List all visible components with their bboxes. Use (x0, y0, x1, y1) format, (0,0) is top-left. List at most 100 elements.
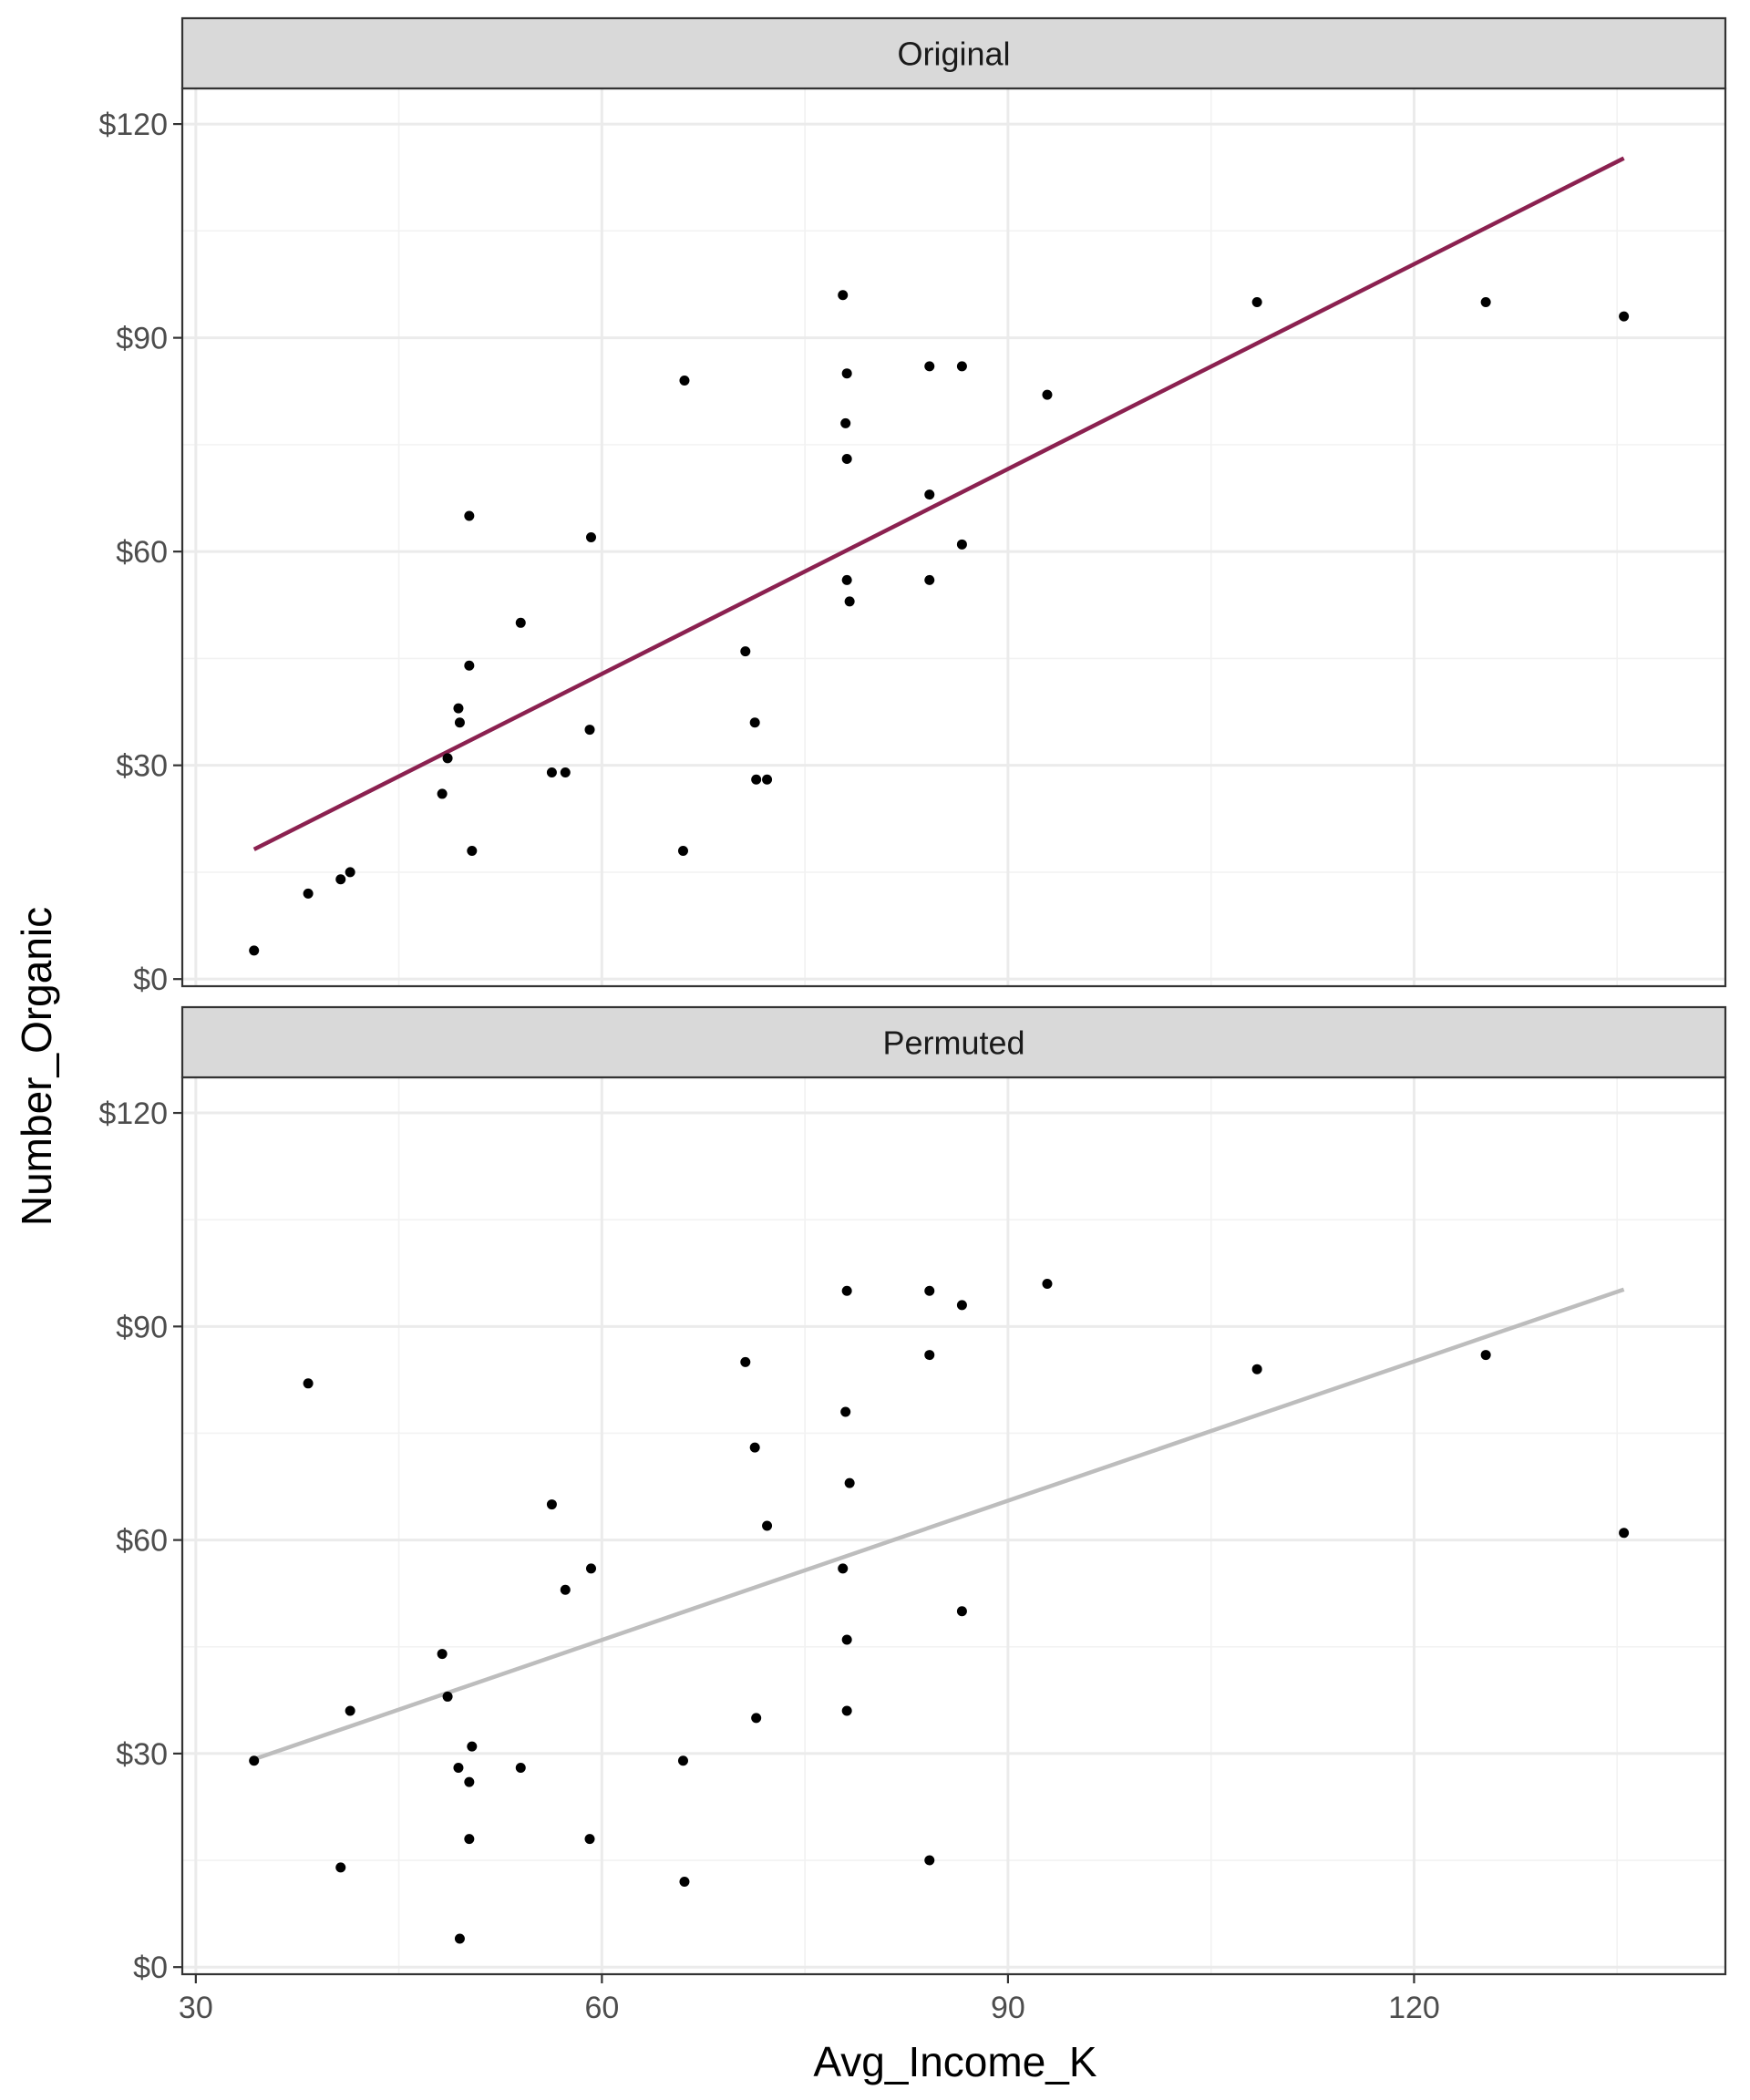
data-point (442, 1691, 453, 1702)
facet-strip-label: Permuted (882, 1024, 1024, 1062)
x-axis: 30 60 90 120 (179, 1974, 1440, 2025)
data-point (464, 1776, 475, 1787)
data-point (841, 368, 852, 379)
data-point (1480, 1350, 1491, 1361)
x-tick-label: 90 (991, 1991, 1025, 2025)
data-point (467, 1741, 478, 1752)
data-point (464, 510, 475, 521)
data-point (751, 1713, 762, 1724)
data-point (515, 617, 526, 628)
data-point (1251, 1364, 1262, 1374)
data-point (844, 596, 855, 607)
data-point (841, 1705, 852, 1716)
data-point (585, 532, 596, 542)
data-point (454, 717, 465, 728)
data-point (956, 1606, 967, 1617)
data-point (303, 888, 314, 899)
data-point (956, 361, 967, 372)
data-point (762, 1520, 773, 1531)
data-point (437, 788, 448, 799)
data-point (751, 774, 762, 785)
y-axis-title: Number_Organic (13, 907, 60, 1226)
data-point (454, 1933, 465, 1944)
x-tick-label: 30 (179, 1991, 213, 2025)
data-point (249, 1755, 260, 1766)
x-tick-label: 120 (1388, 1991, 1440, 2025)
data-point (546, 767, 557, 777)
x-axis-title: Avg_Income_K (813, 2038, 1096, 2085)
data-point (467, 845, 478, 856)
data-point (1042, 1278, 1053, 1289)
data-point (840, 417, 851, 428)
data-point (335, 874, 346, 885)
y-tick-label: $30 (116, 749, 168, 784)
y-tick-label: $60 (116, 535, 168, 570)
data-point (345, 867, 355, 878)
data-point (515, 1763, 526, 1774)
data-point (1619, 1528, 1630, 1539)
trend-line-original (252, 156, 1625, 851)
data-point (749, 717, 760, 728)
data-point (841, 574, 852, 585)
facet-strip (180, 16, 1727, 90)
y-tick-label: $0 (133, 962, 168, 997)
data-point (249, 945, 260, 956)
facet-panels: Original $0 $30 $60 $90 $120 Permuted $0 $30 $60 $… (98, 16, 1727, 1985)
data-point (437, 1649, 448, 1660)
data-point (1251, 297, 1262, 308)
facet-panel-permuted: Permuted $0 $30 $60 $90 $120 (98, 1005, 1727, 1985)
data-point (838, 1563, 849, 1574)
facet-strip (180, 1005, 1727, 1079)
y-tick-label: $90 (116, 322, 168, 356)
x-tick-label: 60 (584, 1991, 619, 2025)
data-point (453, 1763, 464, 1774)
data-point (464, 1834, 475, 1845)
data-point (762, 774, 773, 785)
data-point (841, 1285, 852, 1296)
data-point (584, 725, 595, 736)
data-point (740, 1356, 751, 1367)
data-point (1042, 389, 1053, 400)
data-point (546, 1499, 557, 1510)
panel-background (182, 1077, 1725, 1974)
data-point (453, 703, 464, 714)
data-point (956, 539, 967, 550)
data-point (335, 1862, 346, 1873)
data-point (345, 1705, 355, 1716)
data-point (303, 1378, 314, 1389)
data-point (740, 646, 751, 657)
data-point (840, 1406, 851, 1417)
data-point (749, 1442, 760, 1453)
data-point (679, 376, 690, 386)
data-point (841, 1634, 852, 1645)
y-tick-label: $90 (116, 1310, 168, 1344)
data-point (924, 1285, 935, 1296)
data-point (442, 753, 453, 764)
data-point (584, 1834, 595, 1845)
facet-panel-original: Original $0 $30 $60 $90 $120 (98, 16, 1727, 997)
data-point (560, 1584, 571, 1595)
data-point (924, 574, 935, 585)
data-point (1619, 311, 1630, 322)
y-tick-label: $30 (116, 1737, 168, 1772)
data-point (841, 454, 852, 465)
y-tick-label: $120 (98, 108, 168, 142)
data-point (838, 290, 849, 301)
y-tick-label: $60 (116, 1524, 168, 1559)
facet-strip-label: Original (897, 36, 1010, 73)
data-point (956, 1300, 967, 1311)
data-point (560, 767, 571, 777)
data-point (464, 660, 475, 671)
data-point (844, 1477, 855, 1488)
y-tick-label: $120 (98, 1096, 168, 1131)
data-point (677, 1755, 688, 1766)
data-point (585, 1563, 596, 1574)
data-point (924, 361, 935, 372)
data-point (679, 1876, 690, 1887)
data-point (924, 1350, 935, 1361)
data-point (924, 1855, 935, 1866)
y-tick-label: $0 (133, 1951, 168, 1985)
data-point (924, 489, 935, 500)
trend-line-permuted (252, 1287, 1625, 1762)
